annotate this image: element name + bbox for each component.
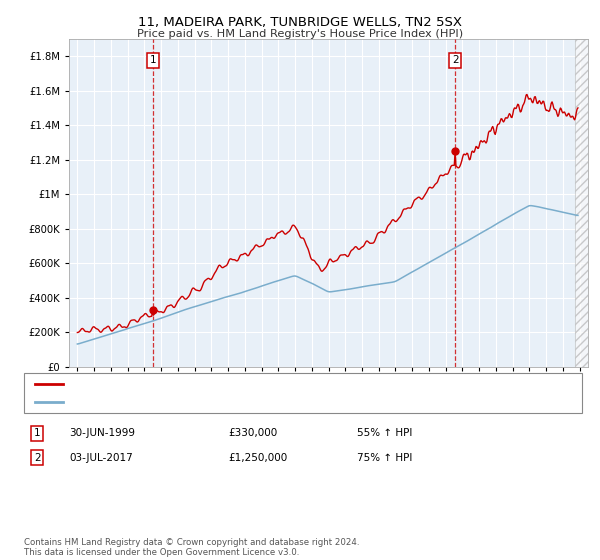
Text: Price paid vs. HM Land Registry's House Price Index (HPI): Price paid vs. HM Land Registry's House …	[137, 29, 463, 39]
Text: Contains HM Land Registry data © Crown copyright and database right 2024.
This d: Contains HM Land Registry data © Crown c…	[24, 538, 359, 557]
Text: 1: 1	[149, 55, 156, 66]
Bar	[575, 39, 588, 367]
Text: 75% ↑ HPI: 75% ↑ HPI	[357, 452, 412, 463]
Text: 2: 2	[452, 55, 459, 66]
Text: £330,000: £330,000	[228, 428, 277, 438]
Text: HPI: Average price, detached house, Tunbridge Wells: HPI: Average price, detached house, Tunb…	[67, 398, 331, 407]
Bar	[575, 39, 588, 367]
Text: 11, MADEIRA PARK, TUNBRIDGE WELLS, TN2 5SX (detached house): 11, MADEIRA PARK, TUNBRIDGE WELLS, TN2 5…	[67, 379, 403, 389]
Text: 2: 2	[34, 452, 41, 463]
Text: 30-JUN-1999: 30-JUN-1999	[69, 428, 135, 438]
Text: 03-JUL-2017: 03-JUL-2017	[69, 452, 133, 463]
Text: 55% ↑ HPI: 55% ↑ HPI	[357, 428, 412, 438]
Text: 1: 1	[34, 428, 41, 438]
Text: £1,250,000: £1,250,000	[228, 452, 287, 463]
Text: 11, MADEIRA PARK, TUNBRIDGE WELLS, TN2 5SX: 11, MADEIRA PARK, TUNBRIDGE WELLS, TN2 5…	[138, 16, 462, 29]
